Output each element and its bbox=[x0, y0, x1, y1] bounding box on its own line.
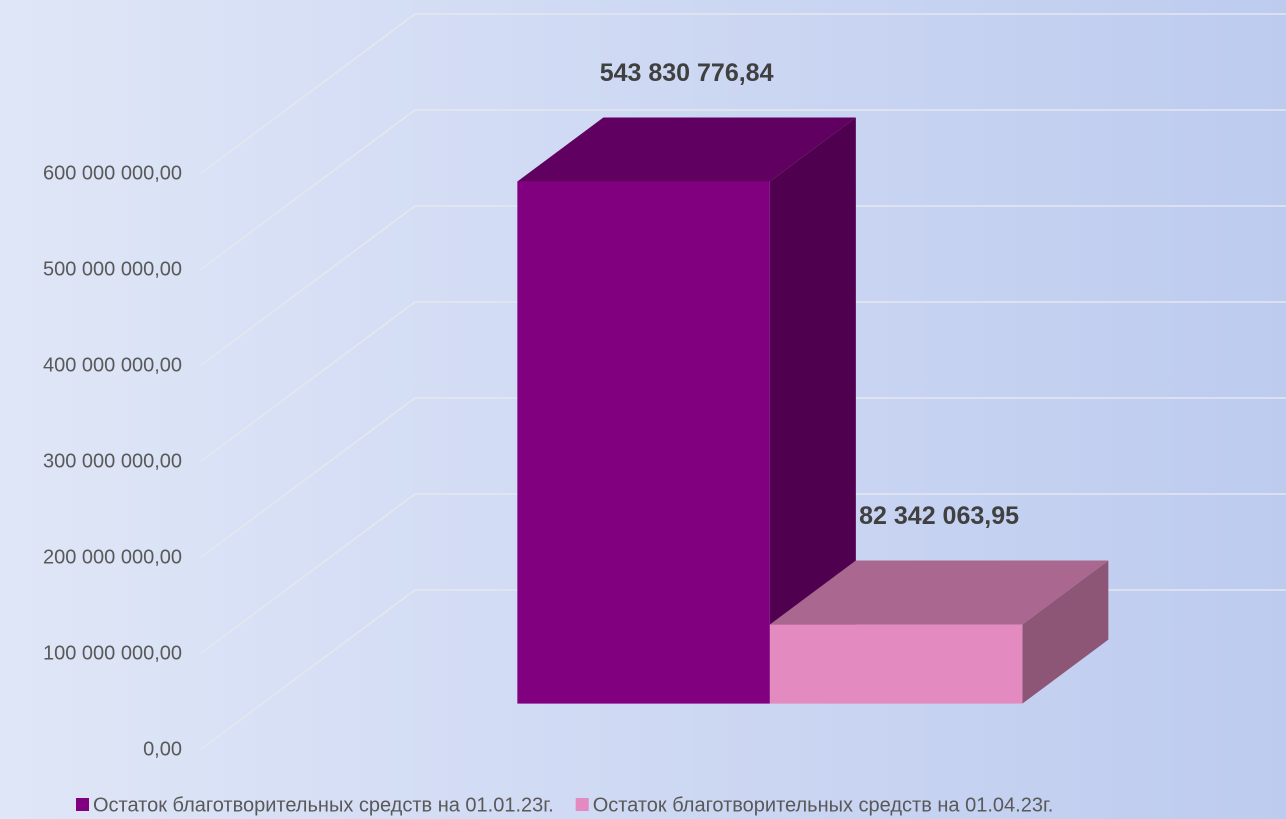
y-tick-label: 0,00 bbox=[143, 738, 182, 760]
y-tick-label: 400 000 000,00 bbox=[43, 354, 182, 376]
legend-label: Остаток благотворительных средств на 01.… bbox=[593, 794, 1054, 816]
bar bbox=[769, 624, 1023, 704]
bar bbox=[517, 181, 770, 704]
y-tick-label: 300 000 000,00 bbox=[43, 450, 182, 472]
bar-top bbox=[769, 560, 1109, 625]
legend-swatch bbox=[575, 798, 589, 811]
y-tick-label: 600 000 000,00 bbox=[43, 162, 182, 184]
grid-line bbox=[199, 493, 1286, 655]
grid-line bbox=[199, 397, 1286, 559]
y-tick-label: 100 000 000,00 bbox=[43, 642, 182, 664]
data-label: 82 342 063,95 bbox=[859, 502, 1019, 530]
grid-line bbox=[199, 109, 1286, 271]
legend-label: Остаток благотворительных средств на 01.… bbox=[93, 794, 554, 816]
grid-line bbox=[199, 301, 1286, 463]
grid-line bbox=[199, 205, 1286, 367]
legend-swatch bbox=[76, 798, 89, 811]
y-tick-label: 200 000 000,00 bbox=[43, 546, 182, 568]
bar-top bbox=[517, 117, 856, 182]
grid-line bbox=[199, 13, 1286, 175]
bar-side bbox=[769, 117, 856, 704]
y-tick-label: 500 000 000,00 bbox=[43, 258, 182, 280]
data-label: 543 830 776,84 bbox=[600, 59, 774, 87]
bar-side bbox=[1022, 560, 1109, 704]
